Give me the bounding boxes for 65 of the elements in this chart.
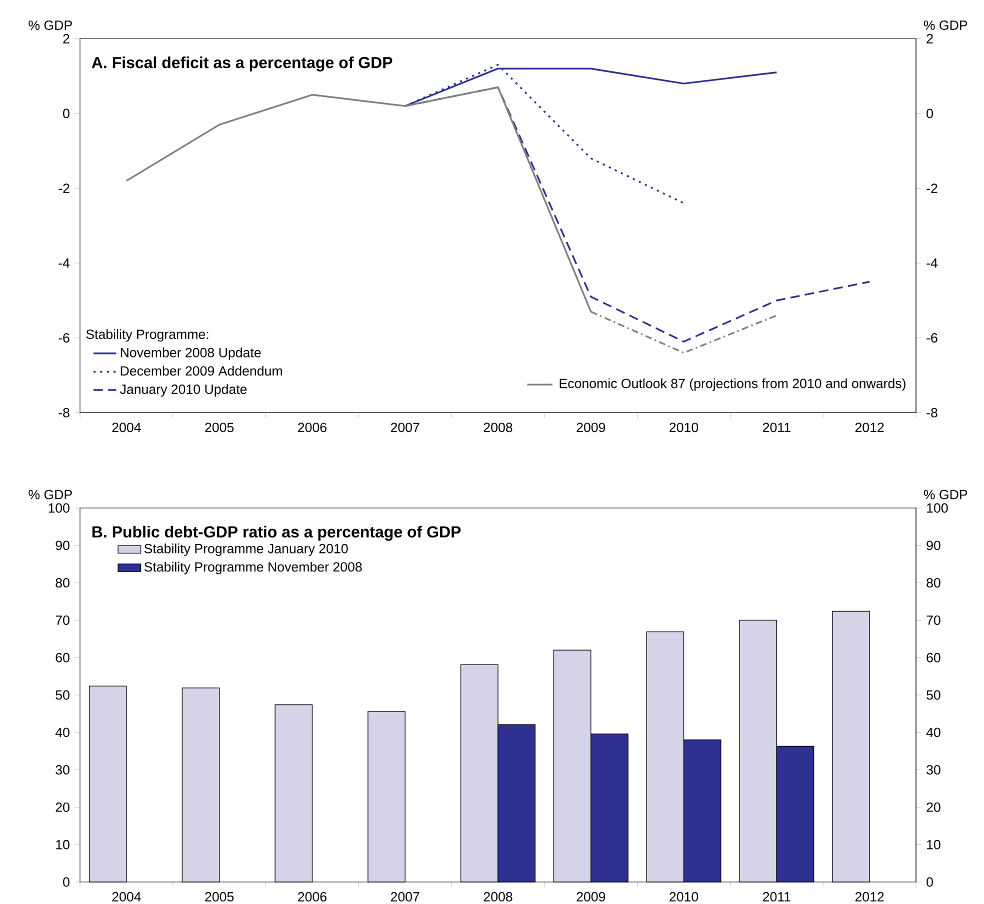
y2-tick-label: -8 <box>926 408 938 418</box>
y-axis-title: % GDP <box>28 490 72 500</box>
y2-tick-label: -6 <box>926 333 938 343</box>
y-tick-label: 50 <box>56 690 70 700</box>
y2-tick-label: 10 <box>927 840 940 850</box>
y-tick-label: 2 <box>63 34 70 44</box>
text: B. Public debt-GDP ratio as a percentage of GDP <box>92 526 461 541</box>
legend-title: Stability Programme: <box>86 329 208 342</box>
y2-axis-title: % GDP <box>924 490 968 500</box>
x-tick-label: 2010 <box>670 892 698 902</box>
legend-label: Stability Programme November 2008 <box>144 562 362 574</box>
text: A. Fiscal deficit as a percentage of GDP <box>92 56 392 72</box>
x-tick-label: 2009 <box>576 422 606 432</box>
y2-tick-label: 0 <box>926 108 933 118</box>
x-tick-label: 2006 <box>298 892 326 902</box>
y-tick-label: 90 <box>56 540 70 550</box>
x-tick-label: 2006 <box>298 422 326 432</box>
y-tick-label: 10 <box>56 840 70 850</box>
x-tick-label: 2011 <box>763 422 790 432</box>
x-tick-label: 2008 <box>484 422 512 432</box>
y-tick-label: -2 <box>58 184 70 193</box>
x-tick-label: 2011 <box>763 892 790 902</box>
legend-label: Economic Outlook 87 (projections from 2010 and onwards) <box>560 378 906 391</box>
x-tick-label: 2009 <box>576 892 606 902</box>
y-tick-label: -4 <box>58 258 70 268</box>
y-tick-label: -8 <box>58 408 70 418</box>
y2-tick-label: 20 <box>926 802 940 812</box>
y-tick-label: 70 <box>56 615 70 625</box>
y-tick-label: 30 <box>56 765 70 775</box>
y2-tick-label: 80 <box>926 578 940 588</box>
y-tick-label: 100 <box>48 503 70 513</box>
legend-label: January 2010 Update <box>120 384 247 397</box>
y2-tick-label: 40 <box>926 728 940 738</box>
x-tick-label: 2010 <box>670 422 698 432</box>
x-tick-label: 2007 <box>390 422 420 432</box>
x-tick-label: 2007 <box>390 892 420 902</box>
x-tick-label: 2004 <box>112 422 141 432</box>
y2-axis-title: % GDP <box>924 20 968 30</box>
y2-tick-label: 90 <box>926 540 940 550</box>
y2-tick-label: 100 <box>927 503 948 513</box>
x-tick-label: 2005 <box>205 892 234 902</box>
legend-label: December 2009 Addendum <box>120 366 282 376</box>
y2-tick-label: 30 <box>926 765 940 775</box>
x-tick-label: 2005 <box>205 422 234 432</box>
x-tick-label: 2012 <box>855 892 884 902</box>
y2-tick-label: 0 <box>926 877 933 887</box>
y-tick-label: 0 <box>63 108 70 118</box>
y-tick-label: -6 <box>58 333 70 343</box>
y2-tick-label: 70 <box>926 615 940 625</box>
y-tick-label: 60 <box>56 652 70 662</box>
legend-label: Stability Programme January 2010 <box>144 544 348 556</box>
y-tick-label: 80 <box>56 578 70 588</box>
y2-tick-label: -4 <box>926 258 938 268</box>
y2-tick-label: 60 <box>926 652 940 662</box>
y2-tick-label: 2 <box>926 34 933 44</box>
y-tick-label: 40 <box>55 728 70 738</box>
y-tick-label: 0 <box>63 877 70 887</box>
y-axis-title: % GDP <box>28 20 72 30</box>
x-tick-label: 2004 <box>112 892 141 902</box>
x-tick-label: 2008 <box>484 892 512 902</box>
x-tick-label: 2012 <box>855 422 884 432</box>
y2-tick-label: -2 <box>926 184 938 193</box>
legend-label: November 2008 Update <box>120 348 261 360</box>
y2-tick-label: 50 <box>926 690 940 700</box>
y-tick-label: 20 <box>56 802 70 812</box>
